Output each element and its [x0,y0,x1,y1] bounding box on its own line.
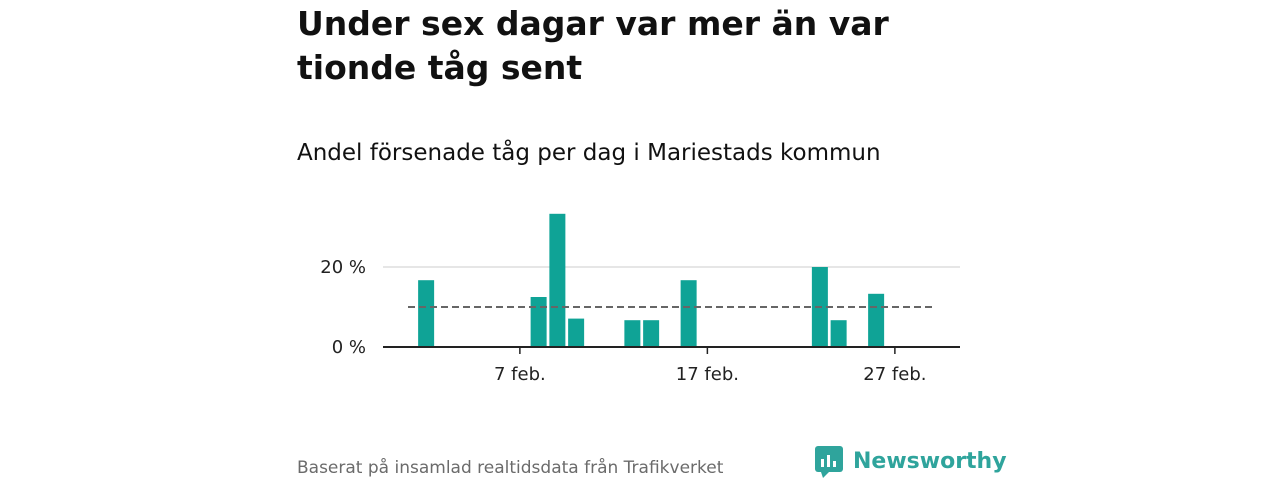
tick-labels: 7 feb. 17 feb. 27 feb. 0 % 20 % [320,257,926,385]
x-tick-label: 27 feb. [863,364,926,385]
bar-day-13 [624,320,641,347]
bar-day-10 [568,318,585,347]
brand-name: Newsworthy [853,449,1007,474]
brand: Newsworthy [815,446,1007,478]
bar-day-9 [549,213,566,347]
y-tick-label: 20 % [320,257,366,278]
x-tick-label: 17 feb. [676,364,739,385]
chart-title: Under sex dagar var mer än var tionde tå… [297,4,889,87]
bar-day-16 [680,280,697,347]
bar-day-24 [830,320,847,347]
source-note: Baserat på insamlad realtidsdata från Tr… [297,458,724,478]
axes [383,346,960,354]
bar-day-2 [418,280,435,347]
x-tick-label: 7 feb. [494,364,546,385]
bar-day-14 [643,320,660,347]
bar-chart-icon [815,446,843,478]
chart-subtitle: Andel försenade tåg per dag i Mariestads… [297,140,881,166]
bar-day-26 [868,293,885,347]
y-tick-label: 0 % [332,337,366,358]
bars [418,213,885,347]
bar-day-8 [530,297,547,347]
